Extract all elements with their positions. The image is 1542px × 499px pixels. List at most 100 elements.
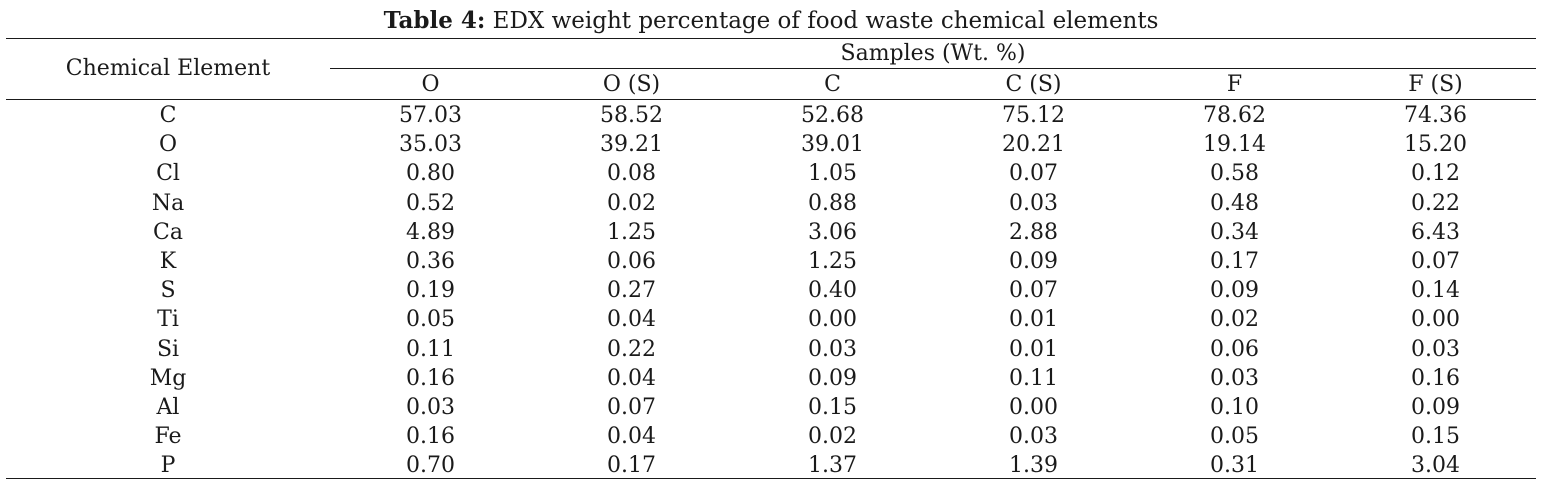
value-cell: 0.01 (1009, 336, 1058, 362)
element-name-cell: Fe (154, 424, 182, 450)
value-cell: 0.15 (808, 394, 857, 420)
column-header: C (824, 72, 841, 97)
value-cell: 52.68 (801, 103, 864, 128)
table-caption-text: EDX weight percentage of food waste chem… (492, 8, 1159, 34)
value-cell: 0.10 (1210, 394, 1259, 420)
value-cell: 39.01 (801, 132, 864, 158)
element-name-cell: Cl (156, 161, 180, 187)
value-cell: 39.21 (600, 132, 663, 158)
table-body: C 57.03 58.52 52.68 75.12 78.62 74.36 O 35.03 39.… (6, 101, 1536, 480)
value-cell: 1.25 (607, 219, 656, 245)
value-cell: 0.17 (607, 453, 656, 479)
value-cell: 20.21 (1002, 132, 1065, 158)
value-cell: 0.58 (1210, 161, 1259, 187)
value-cell: 0.02 (1210, 307, 1259, 333)
table-row: Si 0.11 0.22 0.03 0.01 0.06 0.03 (6, 335, 1536, 364)
element-name-cell: Al (156, 394, 180, 420)
value-cell: 0.19 (406, 278, 455, 304)
value-cell: 0.34 (1210, 219, 1259, 245)
value-cell: 0.03 (1210, 365, 1259, 391)
column-header: F (S) (1408, 72, 1463, 97)
value-cell: 0.52 (406, 190, 455, 216)
value-cell: 0.12 (1411, 161, 1460, 187)
column-header: O (421, 72, 440, 97)
samples-group-header: Samples (Wt. %) (840, 41, 1026, 66)
value-cell: 0.07 (1411, 248, 1460, 274)
element-name-cell: Mg (149, 365, 187, 391)
value-cell: 0.07 (607, 394, 656, 420)
value-cell: 0.31 (1210, 453, 1259, 479)
value-cell: 1.39 (1009, 453, 1058, 479)
element-name-cell: P (160, 453, 176, 479)
table-top-rule (6, 38, 1536, 39)
value-cell: 0.22 (1411, 190, 1460, 216)
table-row: P 0.70 0.17 1.37 1.39 0.31 3.04 (6, 451, 1536, 480)
value-cell: 0.09 (1411, 394, 1460, 420)
value-cell: 0.03 (1009, 424, 1058, 450)
table-caption-label: Table 4: (383, 7, 486, 34)
value-cell: 0.14 (1411, 278, 1460, 304)
element-name-cell: Ca (153, 219, 183, 245)
column-header: C (S) (1005, 72, 1062, 97)
value-cell: 0.09 (808, 365, 857, 391)
value-cell: 0.04 (607, 424, 656, 450)
value-cell: 0.03 (1009, 190, 1058, 216)
value-cell: 0.03 (1411, 336, 1460, 362)
value-cell: 1.05 (808, 161, 857, 187)
table-row: C 57.03 58.52 52.68 75.12 78.62 74.36 (6, 101, 1536, 130)
group-header-rule (330, 68, 1536, 69)
value-cell: 0.07 (1009, 161, 1058, 187)
value-cell: 0.17 (1210, 248, 1259, 274)
value-cell: 0.11 (1009, 365, 1058, 391)
value-cell: 0.04 (607, 365, 656, 391)
table-row: K 0.36 0.06 1.25 0.09 0.17 0.07 (6, 247, 1536, 276)
value-cell: 0.16 (406, 365, 455, 391)
value-cell: 19.14 (1203, 132, 1266, 158)
value-cell: 0.05 (406, 307, 455, 333)
value-cell: 1.37 (808, 453, 857, 479)
value-cell: 0.16 (1411, 365, 1460, 391)
header-bottom-rule (6, 99, 1536, 100)
value-cell: 57.03 (399, 103, 462, 128)
table-caption: Table 4: EDX weight percentage of food w… (0, 6, 1542, 36)
value-cell: 0.03 (808, 336, 857, 362)
value-cell: 0.00 (808, 307, 857, 333)
value-cell: 0.06 (607, 248, 656, 274)
value-cell: 75.12 (1002, 103, 1065, 128)
value-cell: 0.48 (1210, 190, 1259, 216)
row-header-title: Chemical Element (65, 56, 271, 81)
table-bottom-rule (6, 478, 1536, 479)
value-cell: 0.06 (1210, 336, 1259, 362)
value-cell: 4.89 (406, 219, 455, 245)
column-headers: O O (S) C C (S) F F (S) (330, 70, 1536, 99)
value-cell: 0.27 (607, 278, 656, 304)
element-name-cell: Si (156, 336, 180, 362)
table-row: Na 0.52 0.02 0.88 0.03 0.48 0.22 (6, 189, 1536, 218)
table-row: Mg 0.16 0.04 0.09 0.11 0.03 0.16 (6, 364, 1536, 393)
value-cell: 1.25 (808, 248, 857, 274)
table-row: Cl 0.80 0.08 1.05 0.07 0.58 0.12 (6, 159, 1536, 188)
table-row: S 0.19 0.27 0.40 0.07 0.09 0.14 (6, 276, 1536, 305)
element-name-cell: O (158, 132, 178, 158)
table-row: Ti 0.05 0.04 0.00 0.01 0.02 0.00 (6, 305, 1536, 334)
value-cell: 3.06 (808, 219, 857, 245)
value-cell: 0.00 (1411, 307, 1460, 333)
value-cell: 0.80 (406, 161, 455, 187)
table-row: Fe 0.16 0.04 0.02 0.03 0.05 0.15 (6, 422, 1536, 451)
value-cell: 0.05 (1210, 424, 1259, 450)
value-cell: 0.88 (808, 190, 857, 216)
value-cell: 0.09 (1210, 278, 1259, 304)
value-cell: 0.09 (1009, 248, 1058, 274)
value-cell: 0.04 (607, 307, 656, 333)
value-cell: 0.02 (808, 424, 857, 450)
value-cell: 0.07 (1009, 278, 1058, 304)
element-name-cell: K (159, 248, 177, 274)
value-cell: 0.01 (1009, 307, 1058, 333)
value-cell: 0.00 (1009, 394, 1058, 420)
column-header: F (1226, 72, 1243, 97)
value-cell: 0.70 (406, 453, 455, 479)
value-cell: 0.11 (406, 336, 455, 362)
value-cell: 6.43 (1411, 219, 1460, 245)
table-row: O 35.03 39.21 39.01 20.21 19.14 15.20 (6, 130, 1536, 159)
